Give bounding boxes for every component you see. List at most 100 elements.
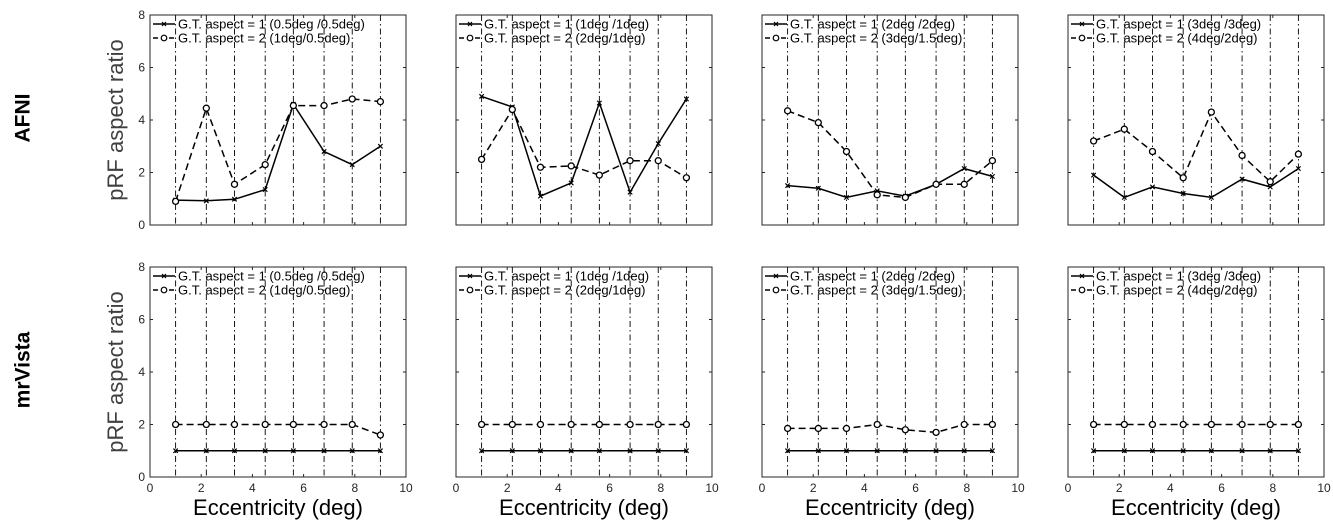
panel-1-3-series-1-line <box>787 167 993 199</box>
panel-1-2-series-1-point <box>478 93 485 99</box>
panel-2-4-series-2-point <box>1294 420 1303 429</box>
panel-2-3-xtick-label: 6 <box>912 481 919 495</box>
panel-1-4-series-2-point <box>1120 125 1128 133</box>
panel-2-1-series-2-point <box>320 420 328 429</box>
panel-1-1-series-1-point <box>231 196 238 202</box>
panel-2-1-series-1-point <box>172 448 179 454</box>
panel-2-3-series-2-line <box>787 423 993 434</box>
panel-2-2-xtick-label: 6 <box>606 481 613 495</box>
panel-2-3-xtick-label: 2 <box>810 481 817 495</box>
panel-2-3-series-2-point <box>988 420 997 429</box>
panel-2-3-xtick-label: 10 <box>1011 481 1025 495</box>
panel-1-3-legend-label-2: G.T. aspect = 2 (3deg/1.5deg) <box>790 31 962 46</box>
panel-1-1-legend-marker-1 <box>161 21 167 27</box>
panel-2-4-axes-box <box>1067 266 1325 478</box>
panel-2-2-series-1-point <box>568 448 574 454</box>
panel-2-3-series-2-point <box>960 420 968 429</box>
panel-2-3-legend-label-2: G.T. aspect = 2 (3deg/1.5deg) <box>790 283 962 298</box>
panel-1-2-legend-marker-2 <box>466 34 474 42</box>
panel-1-3-series-2-point <box>814 118 822 127</box>
panel-2-1-ytick-label: 4 <box>138 365 145 379</box>
panel-2-4-series-2-point <box>1089 420 1098 429</box>
panel-1-4-series-1-line <box>1093 167 1299 199</box>
panel-2-1-series-1-point <box>231 448 238 454</box>
panel-2-4-xtick-label: 2 <box>1116 481 1123 495</box>
panel-2-1-xtick-label: 10 <box>399 481 413 495</box>
panel-2-4-legend-marker-2 <box>1078 286 1086 294</box>
panel-2-1-series-2-point <box>230 420 239 429</box>
panel-2-4-series-1-point <box>1239 448 1245 454</box>
panel-1-4-legend-marker-1 <box>1079 21 1085 27</box>
panel-1-3-series-2-line <box>787 110 993 199</box>
panel-1-2-axes-box <box>455 14 713 226</box>
panel-1-1-ytick-label: 6 <box>138 61 145 75</box>
panel-1-2-series-1-point <box>568 180 574 186</box>
panel-1-3-series-2-point <box>901 193 910 202</box>
panel-1-1-series-2-point <box>348 95 356 103</box>
panel-2-4-series-1-point <box>1208 448 1214 454</box>
panel-2-3-legend-marker-1 <box>773 273 779 279</box>
panel-2-2-xtick-label: 4 <box>555 481 562 495</box>
panel-1-1-ylabel: pRF aspect ratio <box>103 39 128 200</box>
panel-2-3-series-1-point <box>933 448 939 454</box>
panel-1-4-series-2-line <box>1093 110 1299 183</box>
panel-2-2-series-2-point <box>654 420 662 429</box>
panel-2-2-series-2-point <box>536 420 545 429</box>
panel-2-2-xlabel: Eccentricity (deg) <box>499 495 669 520</box>
panel-2-2-legend-label-1: G.T. aspect = 1 (1deg /1deg) <box>484 269 649 284</box>
panel-1-4-series-2-point <box>1238 151 1246 160</box>
panel-2-2-xtick-label: 2 <box>504 481 511 495</box>
panel-1-2-series-1-point <box>596 100 602 106</box>
panel-2-1-xtick-label: 0 <box>147 481 154 495</box>
panel-1-1-axes-box <box>149 14 407 226</box>
panel-1-1-legend-label-1: G.T. aspect = 1 (0.5deg /0.5deg) <box>178 17 365 32</box>
panel-2-1-ytick-label: 8 <box>138 260 145 274</box>
panel-1-4-series-2-point <box>1148 147 1157 156</box>
panel-1-2-legend-marker-1 <box>467 21 473 27</box>
panel-2-3-xtick-label: 0 <box>759 481 766 495</box>
panel-1-1-series-1-point <box>203 198 209 204</box>
panel-2-2-series-2-point <box>477 420 486 429</box>
panel-2-2-xtick-label: 10 <box>705 481 719 495</box>
panel-2-1-series-1-point <box>262 448 268 454</box>
panel-2-1-series-2-point <box>171 420 180 429</box>
panel-1-1-series-2-point <box>289 101 298 110</box>
panel-2-2-xtick-label: 8 <box>657 481 664 495</box>
panel-1-1-legend-marker-2 <box>160 34 168 42</box>
panel-2-4-legend-marker-1 <box>1079 273 1085 279</box>
panel-1-4-series-1-point <box>1267 184 1273 190</box>
panel-2-1-series-1-point <box>377 448 384 454</box>
panel-1-1-series-2-point <box>261 160 269 169</box>
panel-1-1-series-1-point <box>321 148 327 155</box>
panel-1-2-series-1-point <box>655 141 661 147</box>
panel-2-1-series-2-line <box>175 423 381 436</box>
panel-1-4-series-1-point <box>1090 172 1097 178</box>
panel-2-1-series-1-point <box>349 448 355 454</box>
panel-2-3-series-2-point <box>842 424 851 433</box>
panel-2-4-xlabel: Eccentricity (deg) <box>1111 495 1281 520</box>
panel-1-3-series-1-point <box>989 173 996 180</box>
panel-2-2-series-2-point <box>567 420 575 429</box>
panel-2-1-ylabel: pRF aspect ratio <box>103 291 128 452</box>
panel-1-2-legend-label-1: G.T. aspect = 1 (1deg /1deg) <box>484 17 649 32</box>
panel-1-4-series-2-point <box>1089 137 1098 145</box>
panel-2-4-series-2-point <box>1207 420 1216 429</box>
panel-1-4-series-1-point <box>1208 194 1214 201</box>
panel-1-2-series-1-point <box>627 189 633 195</box>
panel-2-2-series-2-point <box>508 420 516 429</box>
panel-1-3-series-1-point <box>961 165 967 172</box>
panel-2-1-series-1-point <box>290 448 296 454</box>
panel-2-2-series-1-point <box>537 448 544 454</box>
panel-1-1-legend-label-2: G.T. aspect = 2 (1deg/0.5deg) <box>178 31 350 46</box>
panel-2-1-series-2-point <box>376 431 385 439</box>
panel-1-4-axes-box <box>1067 14 1325 226</box>
panel-2-4-series-2-point <box>1179 420 1187 429</box>
panel-1-4-legend-label-1: G.T. aspect = 1 (3deg /3deg) <box>1096 17 1261 32</box>
panel-2-4-series-1-point <box>1267 448 1273 454</box>
panel-2-4-xtick-label: 6 <box>1218 481 1225 495</box>
panel-1-3-axes-box <box>761 14 1019 226</box>
panel-2-3-series-1-point <box>784 448 791 454</box>
panel-2-3-series-1-point <box>815 448 821 454</box>
panel-2-3-xtick-label: 8 <box>963 481 970 495</box>
